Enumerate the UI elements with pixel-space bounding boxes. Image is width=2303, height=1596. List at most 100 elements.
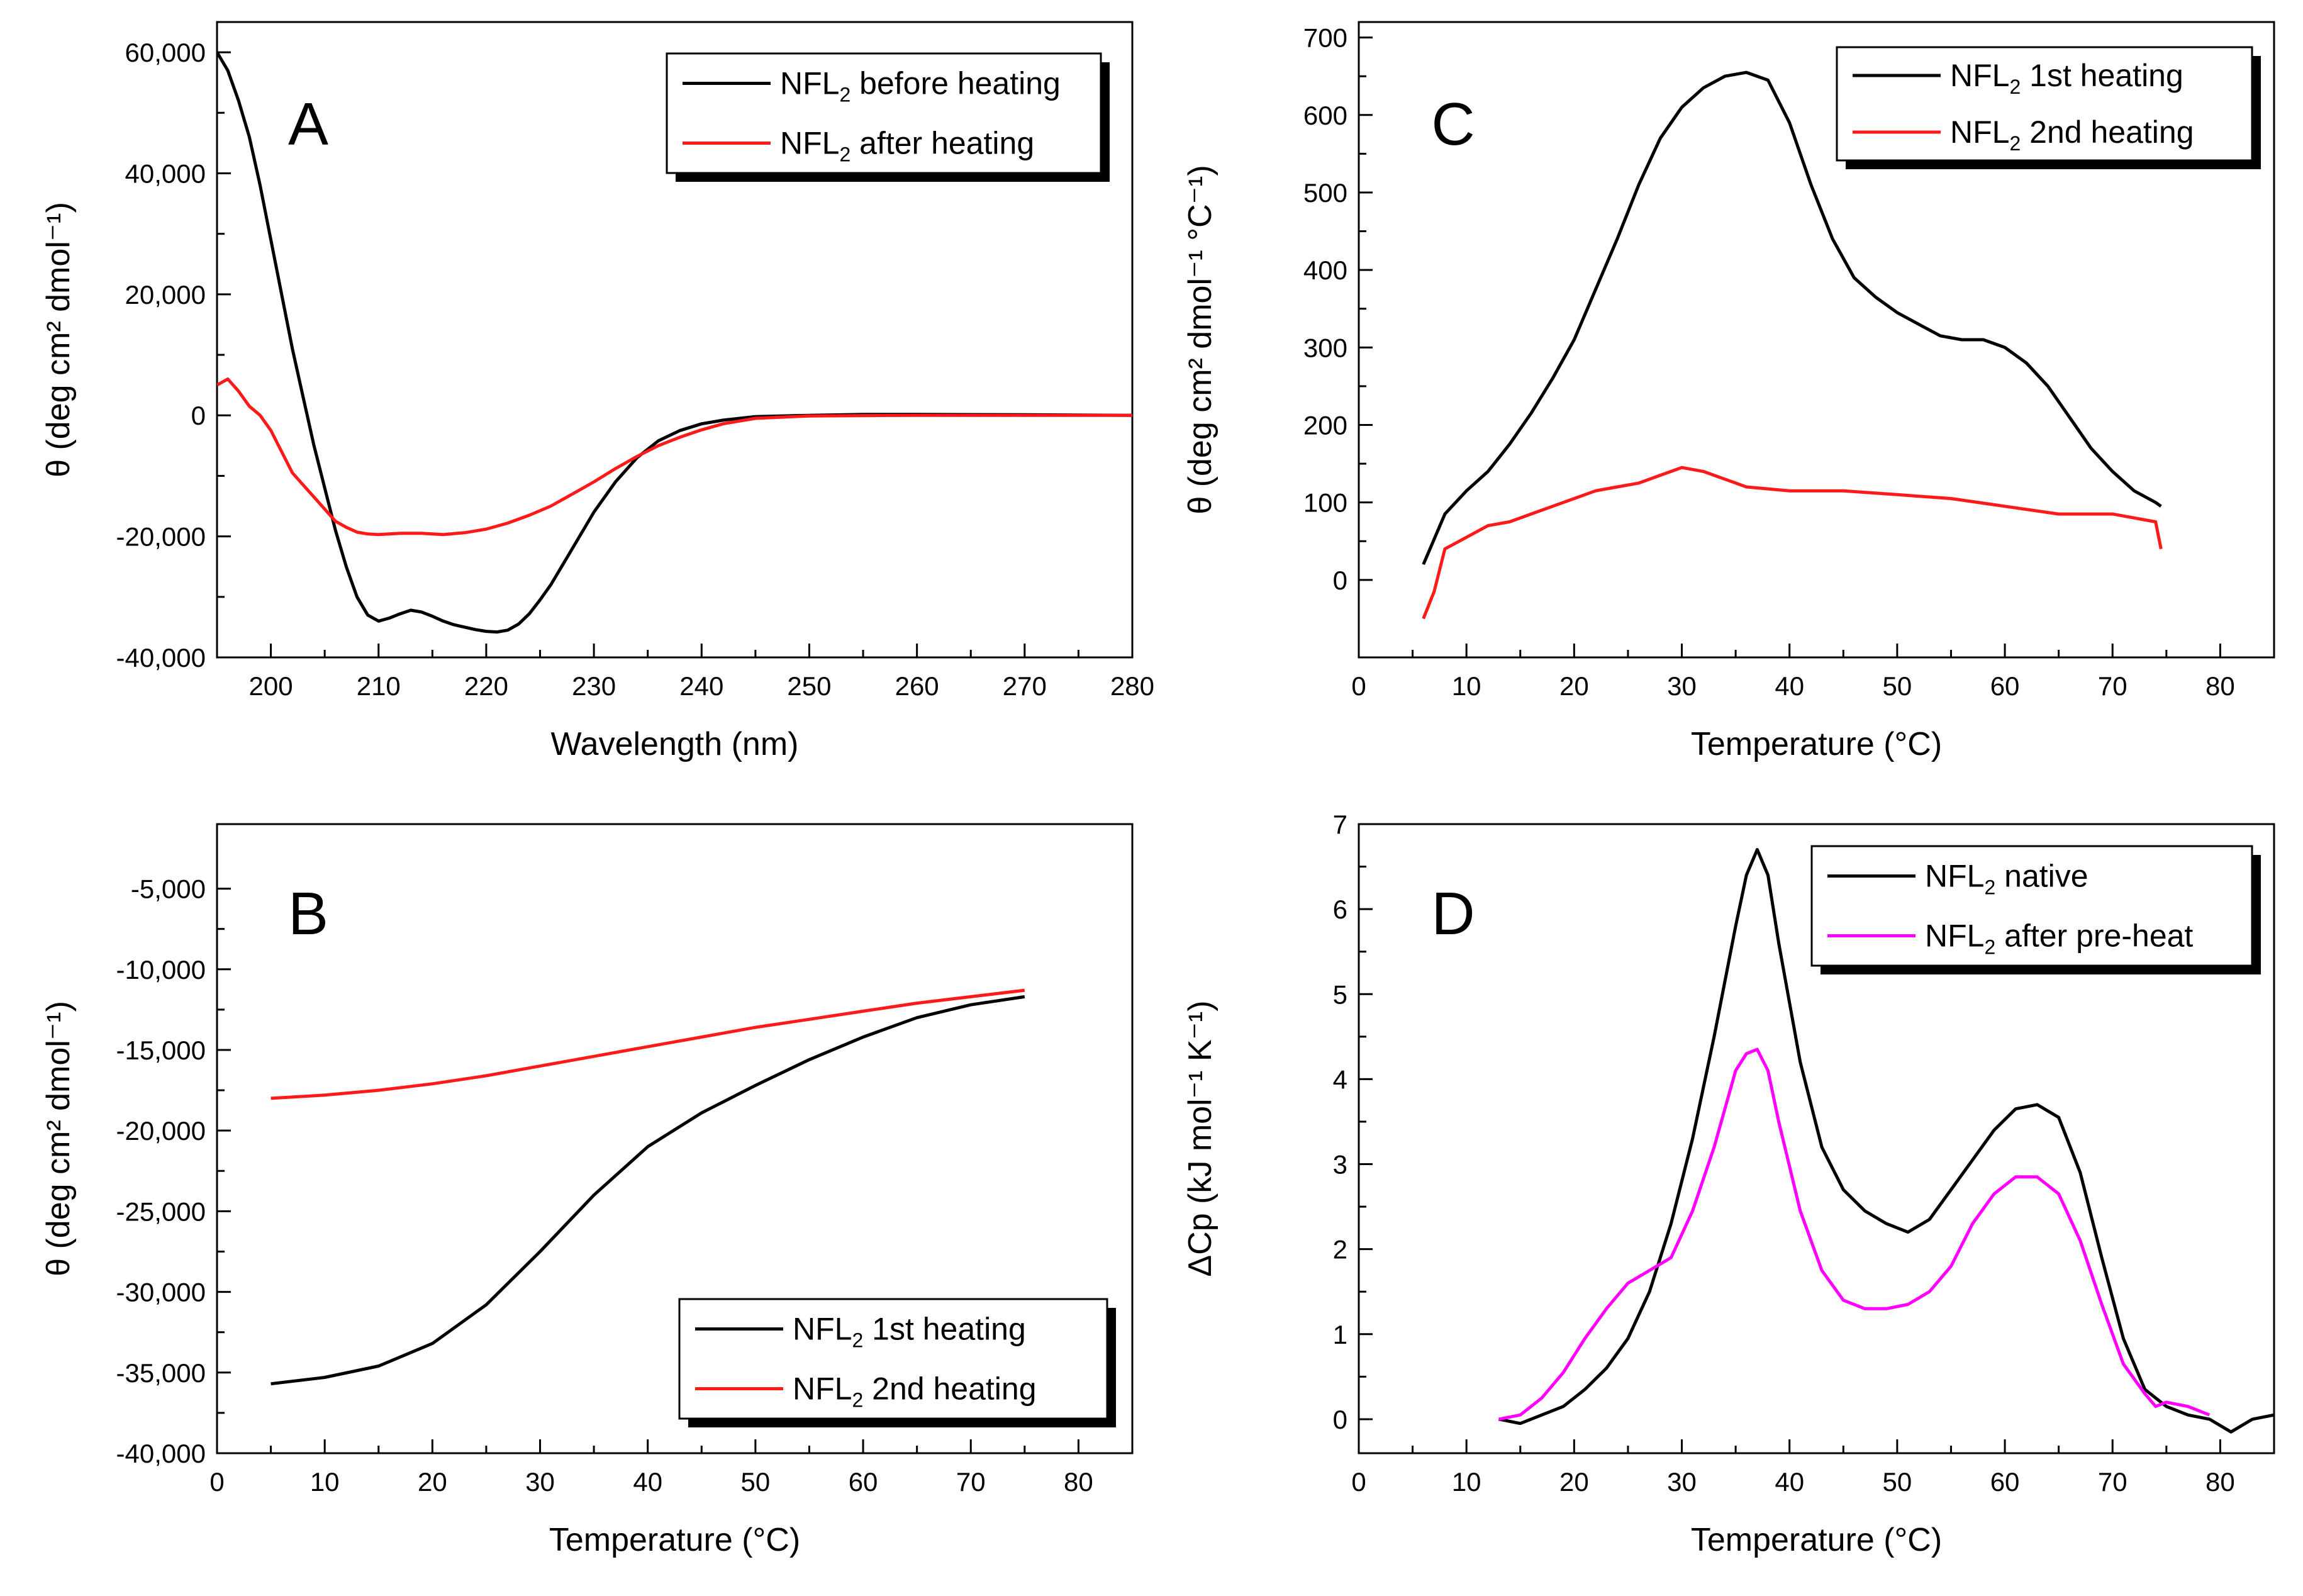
legend-label-rest: native [1995,859,2088,894]
x-tick-label: 240 [679,671,723,701]
legend-label: NFL2 1st heating [1950,58,2183,98]
y-tick-label: -35,000 [116,1358,206,1388]
y-tick-label: 60,000 [125,38,206,67]
legend-label: NFL2 2nd heating [1950,114,2194,155]
y-tick-label: 7 [1333,810,1347,839]
legend-label-main: NFL [1925,859,1984,894]
y-tick-label: 300 [1303,333,1347,362]
x-tick-label: 80 [2205,1467,2235,1497]
y-tick-label: -5,000 [131,874,206,904]
legend-label-main: NFL [1950,58,2009,93]
legend-label-main: NFL [780,126,839,161]
x-tick-label: 250 [787,671,831,701]
series-line-2 [217,377,1132,537]
y-axis-title: ΔCp (kJ mol⁻¹ K⁻¹) [1182,1000,1218,1276]
y-tick-label: -10,000 [116,955,206,985]
plot-frame [216,21,1134,659]
legend-label: NFL2 after heating [780,126,1034,166]
series-line-1 [217,51,1132,634]
legend-label-sub: 2 [1984,876,1995,899]
series-line-2 [1498,1047,2211,1421]
panel-c: 0 10 20 30 40 50 60 70 80 0 100 200 300 400 500 600 700 T… [1182,21,2275,762]
legend-box [1836,46,2253,162]
legend-label-rest: 2nd heating [863,1371,1036,1407]
legend-label-sub: 2 [852,1389,863,1412]
y-tick-label: -30,000 [116,1278,206,1307]
x-tick-label: 0 [1351,671,1366,701]
legend: NFL2 before heating NFL2 after heating [666,52,1110,182]
panel-a: 200 210 220 230 240 250 260 270 280-40,000-20,00… [40,21,1154,762]
legend-label: NFL2 2nd heating [793,1371,1037,1412]
y-tick-label: 100 [1303,488,1347,518]
series-line-1 [270,995,1025,1386]
x-tick-label: 260 [895,671,939,701]
y-tick-label: -20,000 [116,522,206,552]
legend-label-rest: before heating [850,66,1061,101]
x-tick-label: 40 [1775,671,1804,701]
x-tick-label: 60 [849,1467,878,1497]
panel-b: 0 10 20 30 40 50 60 70 80 -40,000 -35,000 -30,000 -2… [40,823,1134,1558]
legend-label-rest: 1st heating [863,1312,1026,1347]
legend-label: NFL2 before heating [780,66,1061,106]
y-tick-label: 0 [191,401,206,430]
y-tick-label: 200 [1303,410,1347,440]
legend-label-sub: 2 [852,1329,863,1352]
x-tick-label: 40 [633,1467,662,1497]
x-tick-label: 30 [1667,671,1697,701]
x-axis-title: Temperature (°C) [1691,726,1942,762]
x-tick-label: 220 [464,671,508,701]
x-tick-label: 20 [418,1467,447,1497]
y-axis-title: θ (deg cm² dmol⁻¹) [40,1001,77,1276]
x-tick-label: 60 [1990,1467,2020,1497]
x-tick-label: 70 [2098,1467,2127,1497]
y-tick-label: 5 [1333,979,1347,1009]
legend-box [1810,845,2253,967]
x-tick-label: 50 [1883,1467,1912,1497]
x-tick-label: 20 [1559,671,1589,701]
legend-label-main: NFL [793,1312,852,1347]
panel-d: 0 10 20 30 40 50 60 70 80 0 1 2 3 4 5 6 7 Temperature (°C… [1182,810,2275,1558]
plot-frame [216,823,1134,1454]
series-line-1 [1422,70,2162,566]
series-line-1 [1498,848,2274,1434]
legend-label-main: NFL [793,1371,852,1407]
plot-frame [1358,823,2275,1454]
y-tick-label: 500 [1303,178,1347,208]
x-tick-label: 10 [310,1467,340,1497]
legend-label-rest: 2nd heating [2021,114,2194,150]
y-tick-label: -25,000 [116,1197,206,1226]
legend-label-sub: 2 [2009,132,2021,155]
x-tick-label: 30 [525,1467,555,1497]
y-tick-label: 600 [1303,101,1347,130]
y-tick-label: 700 [1303,23,1347,53]
panel-label: D [1431,880,1475,947]
y-tick-label: 0 [1333,566,1347,595]
x-tick-label: 70 [2098,671,2127,701]
legend-label: NFL2 after pre-heat [1925,918,2193,959]
y-tick-label: 4 [1333,1064,1347,1094]
x-axis-title: Temperature (°C) [1691,1522,1942,1558]
x-tick-label: 20 [1559,1467,1589,1497]
legend-box [678,1298,1108,1420]
y-tick-label: 2 [1333,1235,1347,1264]
y-tick-label: 20,000 [125,280,206,310]
y-tick-label: 0 [1333,1405,1347,1434]
x-tick-label: 270 [1003,671,1047,701]
x-tick-label: 210 [357,671,401,701]
x-axis-title: Temperature (°C) [549,1522,800,1558]
x-tick-label: 10 [1452,1467,1481,1497]
y-axis-title: θ (deg cm² dmol⁻¹ °C⁻¹) [1182,165,1218,514]
legend-label-sub: 2 [1984,936,1995,959]
x-tick-label: 200 [249,671,293,701]
legend-label-main: NFL [1950,114,2009,150]
legend-label-main: NFL [1925,918,1984,954]
x-tick-label: 30 [1667,1467,1697,1497]
panel-label: A [288,91,328,158]
y-tick-label: 3 [1333,1150,1347,1180]
legend-label-rest: after pre-heat [1995,918,2193,954]
x-tick-label: 80 [2205,671,2235,701]
legend-label-sub: 2 [839,84,850,106]
x-tick-label: 0 [209,1467,224,1497]
